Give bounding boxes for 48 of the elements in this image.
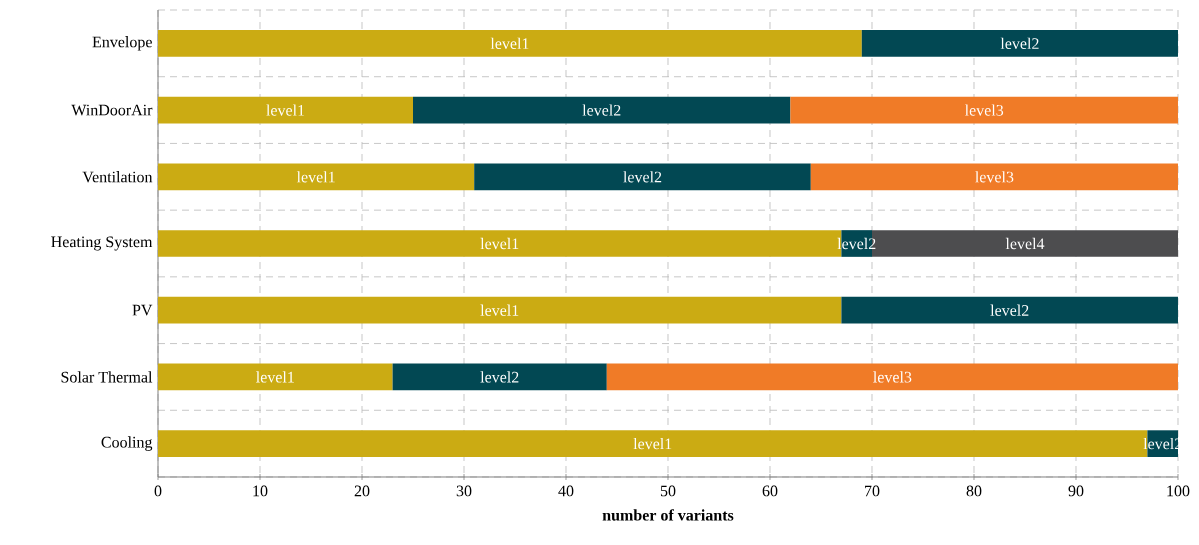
x-axis-title: number of variants [602,509,734,521]
bar [861,30,1178,57]
bar [158,96,413,124]
bar [474,163,811,191]
x-tick-label: 80 [966,485,982,497]
text: level2 [480,371,519,383]
text: level1 [633,438,672,450]
bar [841,296,1178,324]
text: level1 [296,171,335,183]
y-tick-label: Cooling [101,436,153,451]
y-tick-label: Envelope [92,36,152,51]
y-tick-label: WinDoorAir [71,104,153,116]
bar [158,163,475,191]
series-label: level1 [480,237,519,250]
x-tick-label: 10 [253,485,268,497]
bar [158,363,393,391]
series-label: level3 [964,104,1004,116]
x-tick-label: 70 [865,485,880,497]
series-label: level4 [1005,237,1045,250]
text: level2 [623,171,662,183]
text: level3 [873,371,912,383]
text: level1 [256,371,294,383]
bar [413,96,791,124]
y-tick-label: Solar Thermal [61,371,153,383]
y-tick-label: PV [132,304,153,316]
x-tick-label: 20 [354,485,370,497]
x-tick-label: 50 [660,485,676,497]
bar [810,163,1178,191]
text: level3 [975,171,1014,183]
bar [392,363,607,391]
text: level2 [1000,37,1039,49]
bar [158,296,842,324]
bar [158,30,862,57]
text: level1 [490,37,529,49]
text: level1 [266,104,305,116]
text: level2 [582,104,621,116]
x-tick-label: 40 [558,485,574,497]
x-tick-label: 30 [456,485,472,497]
x-tick-label: 60 [762,485,778,497]
x-tick-label: 100 [1167,485,1190,497]
y-tick-label: Heating System [51,236,153,251]
bar [790,96,1178,124]
x-tick-label: 0 [154,485,162,497]
x-tick-label: 90 [1068,485,1084,497]
text: level2 [990,304,1029,316]
bar [606,363,1178,391]
y-tick-label: Ventilation [82,171,153,183]
text: level1 [480,304,519,316]
